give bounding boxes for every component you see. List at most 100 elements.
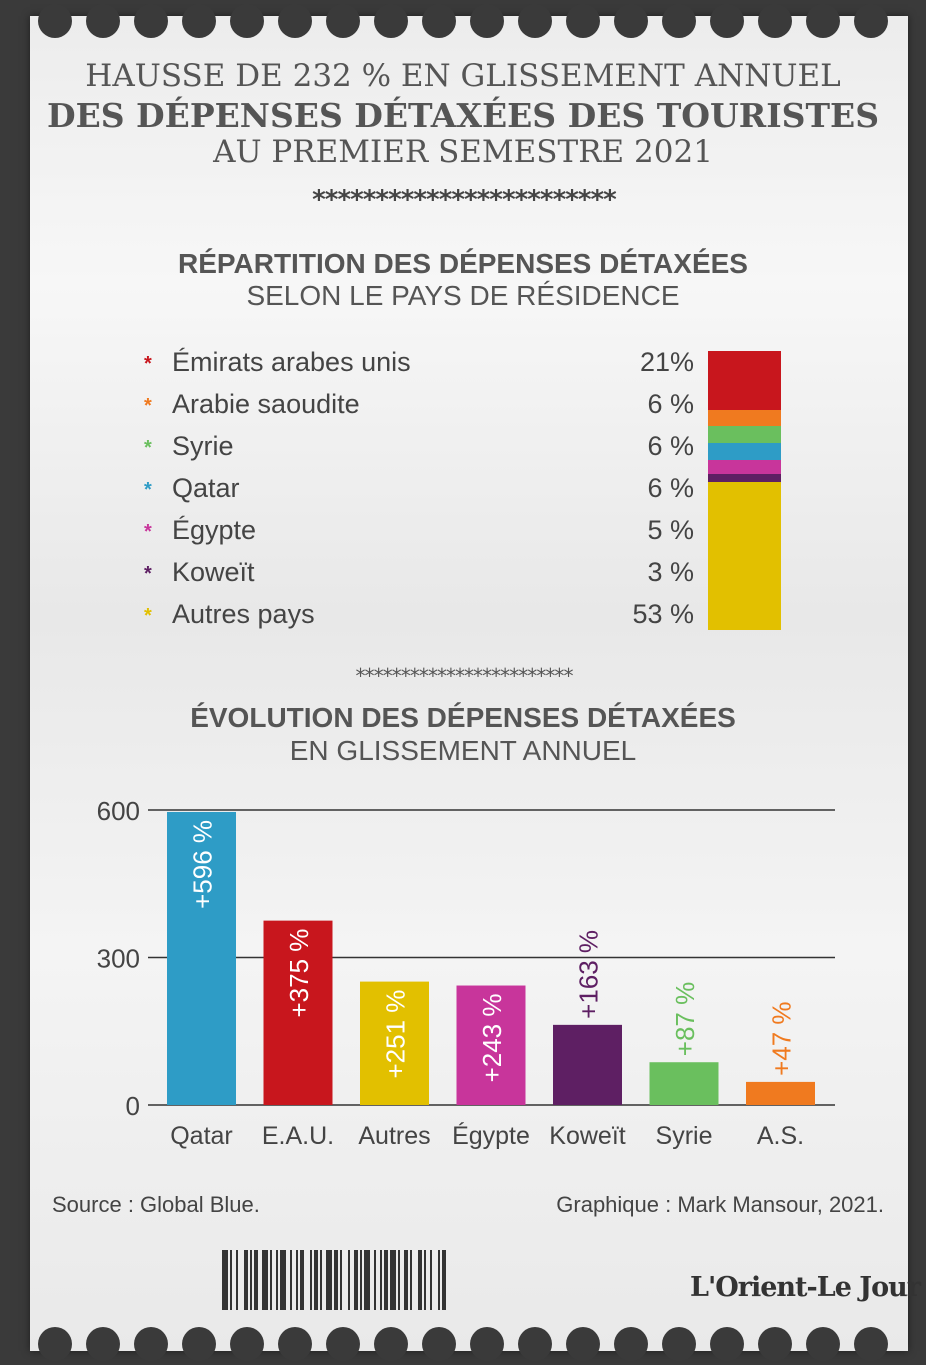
legend-percentage: 6 % bbox=[647, 431, 694, 461]
legend-label: Syrie bbox=[172, 431, 234, 461]
x-category-label: Autres bbox=[358, 1122, 430, 1150]
legend-marker-star: * bbox=[144, 395, 152, 417]
barcode-bar bbox=[404, 1250, 408, 1310]
barcode-bar bbox=[430, 1250, 432, 1310]
barcode-bar bbox=[296, 1250, 298, 1310]
data-label: +375 % bbox=[284, 929, 314, 1018]
bar bbox=[360, 981, 429, 1105]
barcode-bar bbox=[270, 1250, 272, 1310]
bar bbox=[746, 1081, 815, 1105]
barcode bbox=[222, 1250, 677, 1310]
perforation-notch bbox=[422, 1327, 456, 1361]
x-category-label: Égypte bbox=[452, 1121, 530, 1150]
stacked-segment bbox=[708, 473, 781, 483]
perforation-notch bbox=[182, 4, 216, 38]
legend-row: * Syrie 6 % bbox=[144, 431, 694, 467]
stacked-segment bbox=[708, 351, 781, 410]
barcode-bar bbox=[280, 1250, 286, 1310]
perforation-notch bbox=[854, 1327, 888, 1361]
legend-row: * Qatar 6 % bbox=[144, 473, 694, 509]
perforation-notch bbox=[566, 1327, 600, 1361]
perforation-notch bbox=[374, 4, 408, 38]
barcode-bar bbox=[360, 1250, 362, 1310]
legend-row: * Émirats arabes unis 21% bbox=[144, 347, 694, 383]
data-label: +47 % bbox=[767, 1001, 797, 1075]
barcode-bar bbox=[374, 1250, 376, 1310]
x-category-label: E.A.U. bbox=[262, 1122, 334, 1150]
headline-line-1: HAUSSE DE 232 % EN GLISSEMENT ANNUEL bbox=[85, 58, 841, 94]
perforation-notch bbox=[662, 1327, 696, 1361]
perforation-notch bbox=[326, 4, 360, 38]
perforation-notch bbox=[86, 4, 120, 38]
barcode-bar bbox=[300, 1250, 304, 1310]
section-distribution-title: RÉPARTITION DES DÉPENSES DÉTAXÉES bbox=[178, 248, 748, 279]
section-evolution-title: ÉVOLUTION DES DÉPENSES DÉTAXÉES bbox=[190, 702, 736, 733]
perforation-notch bbox=[134, 1327, 168, 1361]
barcode-bar bbox=[236, 1250, 238, 1310]
barcode-bar bbox=[320, 1250, 322, 1310]
stacked-segment bbox=[708, 409, 781, 427]
perforation-notch bbox=[182, 1327, 216, 1361]
barcode-bar bbox=[230, 1250, 232, 1310]
barcode-bar bbox=[410, 1250, 412, 1310]
perforation-notch bbox=[326, 1327, 360, 1361]
y-tick-label: 0 bbox=[126, 1091, 140, 1121]
headline-line-2: DES DÉPENSES DÉTAXÉES DES TOURISTES bbox=[46, 96, 880, 135]
barcode-bar bbox=[222, 1250, 228, 1310]
perforation-notch bbox=[230, 4, 264, 38]
perforation-notch bbox=[470, 4, 504, 38]
publisher-logo: L'Orient-Le Jour bbox=[690, 1272, 921, 1303]
bar bbox=[553, 1024, 622, 1105]
perforation-notch bbox=[806, 1327, 840, 1361]
barcode-bar bbox=[334, 1250, 338, 1310]
section-evolution-subtitle: EN GLISSEMENT ANNUEL bbox=[289, 735, 637, 766]
source-note: Source : Global Blue. bbox=[52, 1192, 260, 1217]
perforation-notch bbox=[374, 1327, 408, 1361]
perforation-notch bbox=[38, 4, 72, 38]
legend-row: * Koweït 3 % bbox=[144, 557, 694, 593]
perforation-notch bbox=[86, 1327, 120, 1361]
separator-top: ************************ bbox=[311, 185, 618, 215]
perforation-notch bbox=[758, 4, 792, 38]
perforation-notch bbox=[614, 1327, 648, 1361]
legend-percentage: 6 % bbox=[647, 389, 694, 419]
perforation-notch bbox=[710, 1327, 744, 1361]
legend-label: Autres pays bbox=[172, 599, 315, 629]
legend-row: * Égypte 5 % bbox=[144, 515, 694, 551]
y-tick-label: 300 bbox=[97, 944, 140, 974]
barcode-bar bbox=[250, 1250, 252, 1310]
barcode-bar bbox=[384, 1250, 388, 1310]
barcode-bar bbox=[438, 1250, 440, 1310]
stacked-segment bbox=[708, 443, 781, 460]
legend-percentage: 53 % bbox=[632, 599, 694, 629]
perforation-notch bbox=[518, 1327, 552, 1361]
perforation-notch bbox=[470, 1327, 504, 1361]
barcode-bar bbox=[340, 1250, 342, 1310]
barcode-bar bbox=[424, 1250, 426, 1310]
x-category-label: Qatar bbox=[170, 1122, 233, 1150]
stacked-segment bbox=[708, 482, 781, 630]
distribution-stacked-bar bbox=[708, 351, 781, 630]
barcode-bar bbox=[446, 1250, 448, 1310]
perforation-notch bbox=[854, 4, 888, 38]
legend-marker-star: * bbox=[144, 353, 152, 375]
barcode-bar bbox=[310, 1250, 312, 1310]
perforation-notch bbox=[758, 1327, 792, 1361]
separator-middle: ************************ bbox=[354, 664, 575, 688]
perforation-notch bbox=[662, 4, 696, 38]
headline-line-3: AU PREMIER SEMESTRE 2021 bbox=[213, 134, 713, 170]
legend-marker-star: * bbox=[144, 479, 152, 501]
perforation-notch bbox=[422, 4, 456, 38]
data-label: +596 % bbox=[188, 820, 218, 909]
barcode-bar bbox=[442, 1250, 446, 1310]
bar bbox=[263, 920, 333, 1105]
data-label: +87 % bbox=[670, 982, 700, 1056]
barcode-bar bbox=[364, 1250, 370, 1310]
barcode-bar bbox=[354, 1250, 358, 1310]
bar bbox=[456, 985, 526, 1105]
data-label: +243 % bbox=[477, 994, 507, 1083]
legend-label: Arabie saoudite bbox=[172, 389, 360, 419]
perforation-notch bbox=[806, 4, 840, 38]
barcode-bar bbox=[380, 1250, 382, 1310]
barcode-bar bbox=[262, 1250, 268, 1310]
